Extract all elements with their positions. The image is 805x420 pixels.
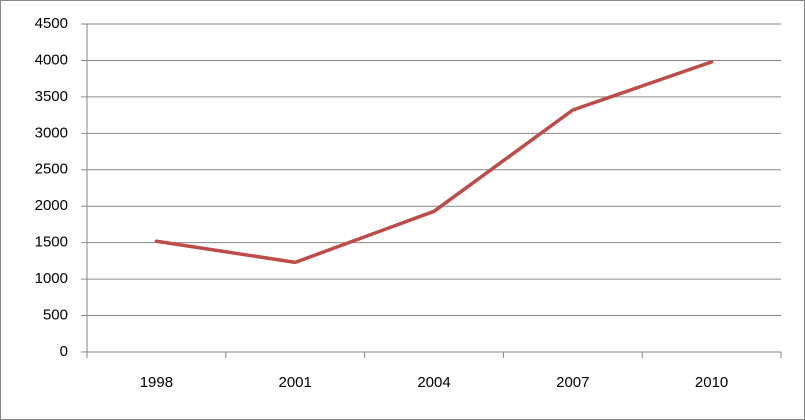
x-tick-label: 1998 [140, 374, 173, 391]
x-tick-label: 2007 [556, 374, 589, 391]
y-tick-label: 500 [43, 307, 68, 324]
y-tick-label: 1000 [35, 270, 68, 287]
y-tick-label: 3500 [35, 88, 68, 105]
y-tick-label: 4000 [35, 51, 68, 68]
line [154, 60, 714, 265]
x-tick-label: 2001 [279, 374, 312, 391]
x-tick-label: 2004 [417, 374, 450, 391]
y-tick-label: 2500 [35, 161, 68, 178]
x-tick-label: 2010 [695, 374, 728, 391]
y-tick-label: 2000 [35, 197, 68, 214]
y-tick-label: 3000 [35, 124, 68, 141]
y-tick-label: 0 [60, 343, 68, 360]
y-tick-label: 1500 [35, 234, 68, 251]
y-tick-label: 4500 [35, 15, 68, 32]
